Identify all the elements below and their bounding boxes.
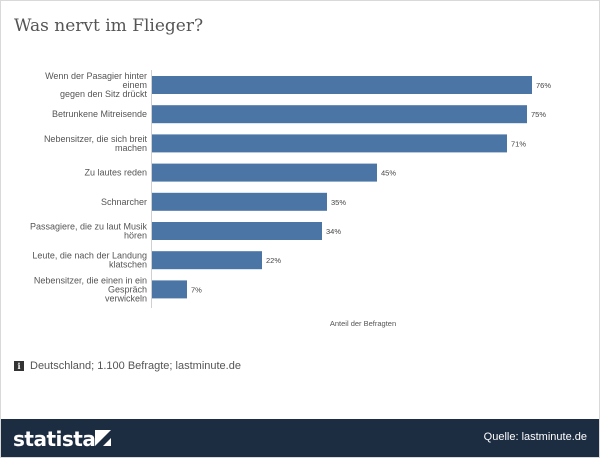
statista-logo-mark-icon (95, 430, 111, 446)
bar-value-label: 34% (326, 227, 341, 236)
note-text: Deutschland; 1.100 Befragte; lastminute.… (30, 360, 241, 372)
bar-value-label: 71% (511, 139, 526, 148)
category-label: Wenn der Pasagier hinter einem gegen den S… (45, 71, 147, 99)
bar[interactable] (152, 134, 507, 153)
statista-logo[interactable]: statista (13, 427, 96, 451)
chart-title: Was nervt im Flieger? (14, 16, 204, 36)
bar[interactable] (152, 163, 377, 182)
bar-value-label: 45% (381, 169, 396, 178)
category-label: Leute, die nach der Landung klatschen (32, 251, 147, 270)
source-text: Quelle: lastminute.de (483, 431, 587, 443)
bar-value-label: 7% (191, 285, 202, 294)
bar[interactable] (152, 222, 322, 240)
bar-value-label: 76% (536, 81, 551, 90)
bar[interactable] (152, 251, 262, 270)
bar[interactable] (152, 76, 532, 94)
category-label: Nebensitzer, die einen in ein Gespräch ver… (34, 275, 147, 303)
bar-chart: 76% Wenn der Pasagier hinter einem gegen de… (30, 70, 551, 328)
bar-value-label: 75% (531, 110, 546, 119)
bar[interactable] (152, 280, 187, 299)
footer: statista Quelle: lastminute.de (1, 419, 599, 457)
bar-value-label: 35% (331, 198, 346, 207)
bar[interactable] (152, 192, 327, 211)
category-label: Passagiere, die zu laut Musik hören (30, 222, 148, 241)
category-label: Betrunkene Mitreisende (52, 109, 147, 119)
category-label: Nebensitzer, die sich breit machen (44, 134, 148, 153)
bar-value-label: 22% (266, 256, 281, 265)
x-axis-label: Anteil der Befragten (330, 319, 396, 328)
info-icon[interactable]: i (14, 361, 24, 371)
category-label: Schnarcher (101, 197, 147, 207)
bar[interactable] (152, 105, 527, 124)
note: i Deutschland; 1.100 Befragte; lastminut… (14, 360, 241, 372)
category-label: Zu lautes reden (84, 168, 147, 178)
